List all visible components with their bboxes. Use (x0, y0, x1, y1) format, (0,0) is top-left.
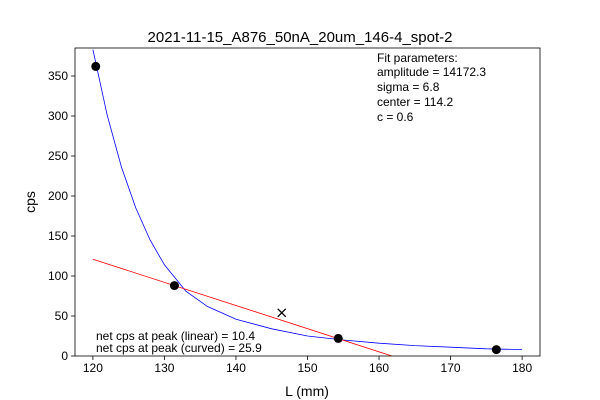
axes-frame (74, 47, 541, 357)
chart-title: 2021-11-15_A876_50nA_20um_146-4_spot-2 (148, 29, 453, 46)
fit-parameter-sigma: sigma = 6.8 (377, 80, 440, 94)
x-tick-label-120: 120 (83, 361, 103, 375)
y-tick-label-200: 200 (48, 189, 68, 203)
plot-layer (91, 49, 523, 356)
axes-layer: 120 130 140 150 160 170 180 0 50 100 150 200 250 300 3… (48, 47, 541, 375)
data-point-4 (491, 345, 501, 355)
curved-fit-line (92, 49, 523, 350)
data-point-1 (91, 61, 101, 71)
fit-parameter-center: center = 114.2 (377, 95, 453, 109)
y-tick-label-250: 250 (48, 149, 68, 163)
x-tick-label-150: 150 (297, 361, 317, 375)
fit-parameter-c: c = 0.6 (377, 110, 414, 124)
y-tick-label-0: 0 (61, 349, 68, 363)
y-tick-label-300: 300 (48, 109, 68, 123)
x-axis-label: L (mm) (285, 383, 329, 399)
net-cps-curved: net cps at peak (curved) = 25.9 (96, 341, 262, 355)
data-point-3 (333, 333, 343, 343)
x-tick-label-180: 180 (512, 361, 532, 375)
x-tick-label-160: 160 (369, 361, 389, 375)
fit-parameters-heading: Fit parameters: (377, 51, 458, 65)
net-cps-linear: net cps at peak (linear) = 10.4 (96, 329, 255, 343)
fit-parameters-block: Fit parameters: amplitude = 14172.3 sigm… (377, 51, 486, 124)
y-tick-label-350: 350 (48, 69, 68, 83)
fit-parameter-amplitude: amplitude = 14172.3 (377, 65, 486, 79)
net-cps-block: net cps at peak (linear) = 10.4 net cps … (96, 329, 262, 355)
data-point-2 (169, 281, 179, 291)
peak-marker (277, 308, 287, 318)
x-tick-label-170: 170 (441, 361, 461, 375)
y-tick-label-150: 150 (48, 229, 68, 243)
x-tick-label-130: 130 (154, 361, 174, 375)
x-tick-label-140: 140 (226, 361, 246, 375)
y-tick-label-50: 50 (55, 309, 69, 323)
y-tick-label-100: 100 (48, 269, 68, 283)
y-axis-label: cps (22, 191, 38, 213)
plot-area (92, 49, 523, 356)
